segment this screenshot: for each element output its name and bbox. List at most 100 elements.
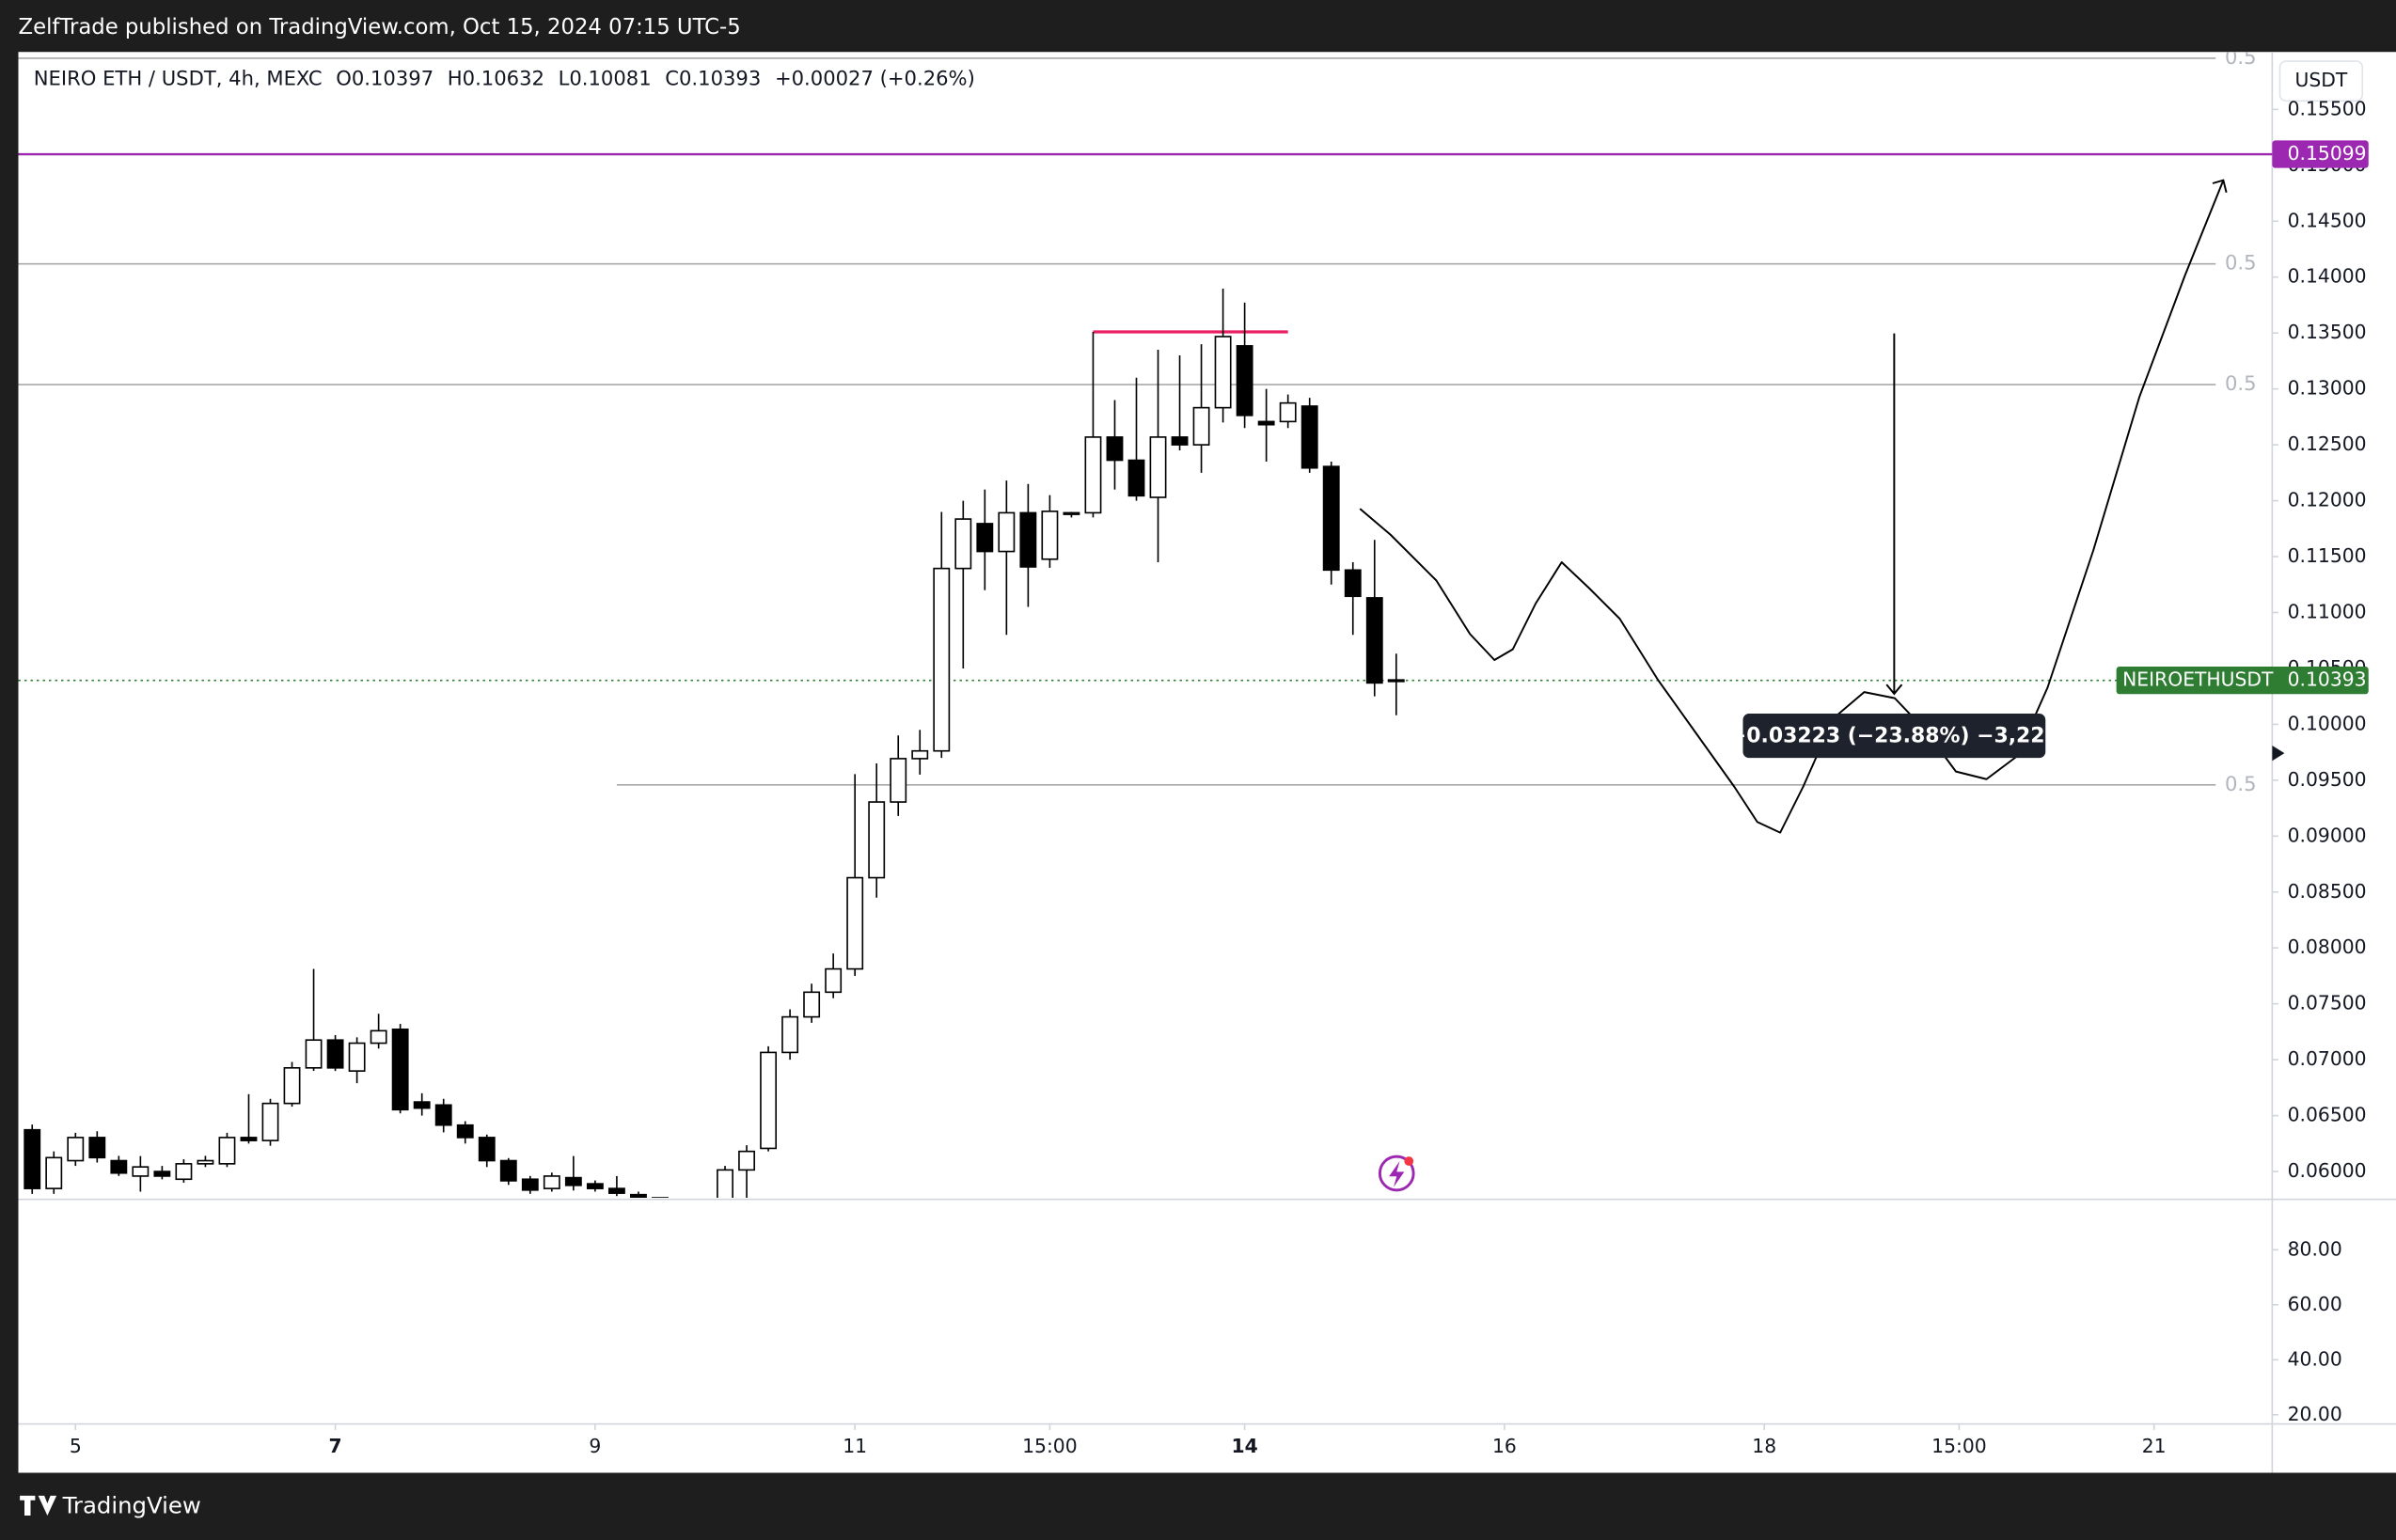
candle-body [261, 1102, 279, 1141]
candle-body [543, 1175, 560, 1189]
candle-body [954, 518, 972, 570]
y-tick-label: 0.07500 [2288, 992, 2367, 1014]
candle-body [348, 1042, 366, 1072]
y-tick-label: 0.13000 [2288, 377, 2367, 400]
candle-body [1106, 436, 1124, 462]
chart-area [18, 52, 2396, 1473]
level-label: 0.5 [2225, 772, 2257, 795]
candle-body [1149, 436, 1167, 498]
y-tick-label: 0.06500 [2288, 1104, 2367, 1126]
candle-body [1365, 597, 1383, 684]
currency[interactable]: USDT [2294, 69, 2347, 91]
currency-button[interactable] [2278, 60, 2364, 102]
candle-body [607, 1187, 625, 1194]
price-label: 0.10393 [2288, 668, 2367, 691]
x-tick-label: 15:00 [1931, 1435, 1987, 1457]
candle-body [413, 1101, 431, 1109]
candle-body [1257, 420, 1275, 426]
measure-label: −0.03223 (−23.88%) −3,223 [1729, 724, 2059, 747]
candle-body [1019, 511, 1037, 568]
x-tick-label: 18 [1752, 1435, 1776, 1457]
candle-body [1214, 336, 1232, 409]
y-tick-label: 0.12000 [2288, 489, 2367, 511]
measure-tooltip [1742, 714, 2046, 759]
indicator-tick-label: 80.00 [2288, 1237, 2342, 1260]
candle-body [434, 1104, 452, 1126]
candle-body [370, 1029, 387, 1045]
y-tick-label: 0.08000 [2288, 935, 2367, 958]
x-tick-label: 7 [329, 1435, 342, 1457]
candle-body [1322, 465, 1340, 572]
candle-body [998, 511, 1016, 553]
y-tick-label: 0.06000 [2288, 1159, 2367, 1182]
price-name-box [2116, 667, 2369, 695]
candle-body [911, 749, 929, 760]
candle-body [305, 1039, 323, 1069]
y-tick-label: 0.10000 [2288, 712, 2367, 734]
x-tick-label: 21 [2142, 1435, 2167, 1457]
candle-body [629, 1193, 647, 1198]
candle-body [717, 1169, 733, 1198]
target-price-label: 0.15099 [2288, 142, 2367, 165]
level-label: 0.5 [2225, 45, 2257, 69]
candle-body [586, 1183, 604, 1189]
candle-body [478, 1137, 496, 1162]
overlay: 0.06000 0.06500 0.07000 0.07500 0.08000 0.085… [34, 67, 2369, 1457]
candle-body [1236, 345, 1253, 416]
target-price-box [2272, 140, 2369, 168]
brand: TradingView [62, 1491, 201, 1518]
x-tick-label: 5 [70, 1435, 82, 1457]
candle-body [738, 1150, 755, 1171]
candle-body [846, 876, 864, 970]
candle-body [240, 1137, 258, 1141]
candle-body [110, 1159, 128, 1174]
candle-body [326, 1039, 344, 1069]
level-label: 0.5 [2225, 251, 2257, 275]
x-tick-label: 9 [589, 1435, 601, 1457]
y-tick-label: 0.09000 [2288, 824, 2367, 846]
publisher: ZelfTrade published on TradingView.com, … [19, 15, 741, 39]
indicator-tick-label: 60.00 [2288, 1293, 2342, 1315]
indicator-tick-label: 20.00 [2288, 1403, 2342, 1425]
candle-body [1041, 511, 1059, 560]
y-tick-label: 0.12500 [2288, 432, 2367, 455]
candle-body [1300, 405, 1318, 469]
candle-body [521, 1178, 539, 1191]
indicator-tick-label: 40.00 [2288, 1347, 2342, 1370]
y-tick-label: 0.07000 [2288, 1047, 2367, 1070]
x-tick-label: 14 [1231, 1435, 1257, 1457]
candle-body [890, 758, 907, 803]
candle-body [67, 1137, 85, 1162]
candle-body [781, 1015, 799, 1054]
legend-high: H0.10632 [448, 67, 544, 90]
candle-body [88, 1137, 106, 1159]
candle-body [132, 1166, 150, 1177]
candle-body [218, 1137, 236, 1165]
y-tick-label: 0.08500 [2288, 880, 2367, 903]
candle-body [1192, 406, 1210, 446]
candle-body [283, 1067, 301, 1105]
level-label: 0.5 [2225, 371, 2257, 395]
y-tick-label: 0.14500 [2288, 209, 2367, 231]
indicator-axis: 80.00 60.00 40.00 20.00 [2272, 1237, 2342, 1425]
legend: NEIRO ETH / USDT, 4h, MEXC O0.10397 H0.106… [34, 67, 975, 90]
y-tick-label: 0.11000 [2288, 600, 2367, 622]
legend-open: O0.10397 [336, 67, 433, 90]
candle-body [391, 1028, 409, 1111]
candle-body [1344, 569, 1362, 598]
x-tick-label: 15:00 [1022, 1435, 1078, 1457]
candle-body [1063, 511, 1080, 515]
forecast-arrowhead [2212, 179, 2228, 193]
candle-body [803, 991, 821, 1018]
y-tick-label: 0.11500 [2288, 544, 2367, 567]
scroll-marker [2272, 746, 2285, 762]
candle-body [499, 1159, 517, 1182]
x-tick-label: 11 [843, 1435, 867, 1457]
y-tick-label: 0.14000 [2288, 265, 2367, 288]
legend-change: +0.00027 (+0.26%) [775, 67, 975, 90]
candle-body [868, 801, 886, 879]
legend-close: C0.10393 [665, 67, 761, 90]
candle-body [45, 1156, 63, 1189]
candle-body [760, 1051, 778, 1150]
